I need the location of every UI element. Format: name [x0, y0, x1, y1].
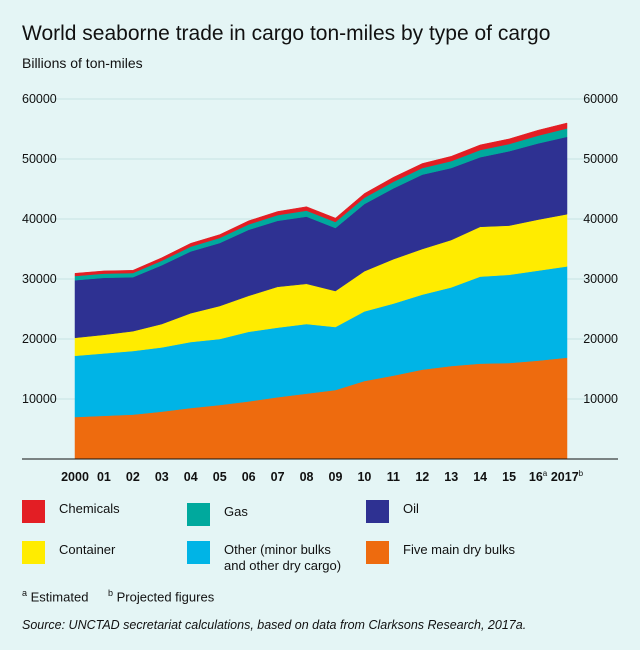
y-tick-right-30000: 30000 [583, 272, 618, 286]
legend-swatch-oil [366, 500, 389, 523]
x-tick-08: 08 [300, 470, 314, 484]
x-tick-16: 16a [529, 469, 548, 484]
legend-swatch-other [187, 541, 210, 564]
legend-swatch-container [22, 541, 45, 564]
y-ticks-left: 10000 20000 30000 40000 50000 60000 [22, 92, 57, 406]
area-chart: 10000 20000 30000 40000 50000 60000 10000 2000… [22, 92, 618, 484]
y-tick-left-20000: 20000 [22, 332, 57, 346]
y-tick-right-20000: 20000 [583, 332, 618, 346]
legend-label-oil: Oil [403, 501, 419, 516]
y-tick-left-30000: 30000 [22, 272, 57, 286]
y-axis-label: Billions of ton-miles [22, 55, 143, 71]
x-tick-04: 04 [184, 470, 198, 484]
x-tick-01: 01 [97, 470, 111, 484]
footnote-mark-b: b [108, 588, 114, 598]
y-ticks-right: 10000 20000 30000 40000 50000 60000 [583, 92, 618, 406]
y-tick-right-60000: 60000 [583, 92, 618, 106]
x-tick-2017: 2017b [551, 469, 584, 484]
x-tick-05: 05 [213, 470, 227, 484]
footnote-estimated-text: Estimated [30, 589, 89, 605]
x-tick-03: 03 [155, 470, 169, 484]
x-tick-10: 10 [357, 470, 371, 484]
footnote-mark-a: a [22, 588, 28, 598]
y-tick-right-10000: 10000 [583, 392, 618, 406]
legend-label-chemicals: Chemicals [59, 501, 120, 516]
y-tick-right-50000: 50000 [583, 152, 618, 166]
x-tick-06: 06 [242, 470, 256, 484]
footnote-estimated: a Estimated [22, 588, 88, 604]
legend-label-other-line2: and other dry cargo) [224, 558, 342, 573]
legend-label-dry-bulks: Five main dry bulks [403, 542, 515, 557]
legend-label-container: Container [59, 542, 116, 557]
y-tick-left-50000: 50000 [22, 152, 57, 166]
x-ticks: 2000 01 02 03 04 05 06 07 08 09 10 11 12 13 14 15 16a 201… [61, 469, 584, 484]
legend-swatch-chemicals [22, 500, 45, 523]
x-tick-2000: 2000 [61, 470, 89, 484]
legend-swatch-dry-bulks [366, 541, 389, 564]
y-tick-left-60000: 60000 [22, 92, 57, 106]
x-tick-14: 14 [473, 470, 487, 484]
legend-label-gas: Gas [224, 504, 248, 519]
footnote-projected: b Projected figures [108, 588, 214, 604]
x-tick-15: 15 [502, 470, 516, 484]
stacked-areas [74, 122, 568, 460]
x-tick-07: 07 [271, 470, 285, 484]
x-tick-12: 12 [415, 470, 429, 484]
legend-label-other: Other (minor bulks and other dry cargo) [224, 542, 341, 574]
y-tick-left-40000: 40000 [22, 212, 57, 226]
y-tick-left-10000: 10000 [22, 392, 57, 406]
area-series-chemicals [74, 122, 568, 277]
legend-label-other-line1: Other (minor bulks [224, 542, 331, 557]
legend-swatch-gas [187, 503, 210, 526]
source-note: Source: UNCTAD secretariat calculations,… [22, 618, 527, 632]
x-tick-09: 09 [329, 470, 343, 484]
y-tick-right-40000: 40000 [583, 212, 618, 226]
chart-title: World seaborne trade in cargo ton-miles … [22, 22, 551, 45]
x-tick-13: 13 [444, 470, 458, 484]
x-tick-11: 11 [387, 470, 400, 484]
footnote-projected-text: Projected figures [116, 589, 215, 605]
x-tick-02: 02 [126, 470, 140, 484]
